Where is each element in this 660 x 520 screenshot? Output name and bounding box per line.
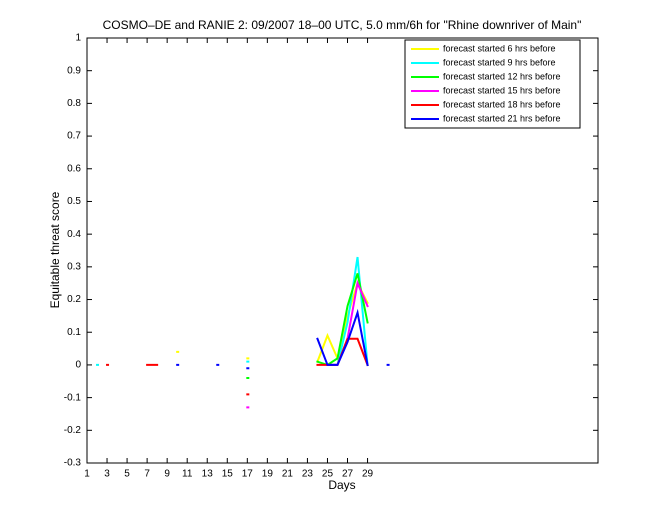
x-tick-label: 11: [182, 469, 193, 480]
legend-label: forecast started 18 hrs before: [443, 99, 561, 109]
y-tick-label: 0.4: [67, 229, 81, 240]
legend-label: forecast started 21 hrs before: [443, 113, 561, 123]
x-tick-label: 7: [144, 469, 150, 480]
x-tick-label: 27: [342, 469, 354, 480]
x-tick-label: 17: [242, 469, 254, 480]
x-tick-label: 29: [362, 469, 374, 480]
x-tick-label: 1: [84, 469, 90, 480]
x-axis-label: Days: [328, 478, 355, 492]
y-tick-label: 0.1: [67, 327, 81, 338]
x-tick-label: 21: [282, 469, 294, 480]
x-tick-label: 9: [164, 469, 170, 480]
y-tick-label: -0.2: [64, 425, 82, 436]
y-tick-label: 0.5: [67, 196, 81, 207]
chart-title: COSMO–DE and RANIE 2: 09/2007 18–00 UTC,…: [103, 18, 582, 32]
y-tick-label: 0: [75, 360, 81, 371]
y-tick-label: 0.6: [67, 163, 81, 174]
y-tick-label: 0.9: [67, 65, 81, 76]
y-tick-label: 0.3: [67, 261, 81, 272]
y-tick-label: 0.7: [67, 131, 81, 142]
x-tick-label: 13: [202, 469, 214, 480]
x-tick-label: 3: [104, 469, 110, 480]
legend-label: forecast started 6 hrs before: [443, 43, 556, 53]
y-tick-label: -0.1: [64, 392, 82, 403]
y-axis-label: Equitable threat score: [48, 191, 62, 308]
y-tick-label: 0.8: [67, 98, 81, 109]
x-tick-label: 23: [302, 469, 314, 480]
legend-label: forecast started 15 hrs before: [443, 85, 561, 95]
series-line: [106, 337, 369, 396]
legend-box: [404, 39, 581, 129]
legend-label: forecast started 9 hrs before: [443, 57, 556, 67]
y-tick-label: -0.3: [64, 458, 82, 469]
legend-label: forecast started 12 hrs before: [443, 71, 561, 81]
x-tick-label: 5: [124, 469, 130, 480]
x-tick-label: 25: [322, 469, 334, 480]
x-tick-label: 19: [262, 469, 274, 480]
x-tick-label: 15: [222, 469, 234, 480]
series-line: [176, 308, 390, 370]
y-tick-label: 1: [75, 33, 81, 44]
y-tick-label: 0.2: [67, 294, 81, 305]
